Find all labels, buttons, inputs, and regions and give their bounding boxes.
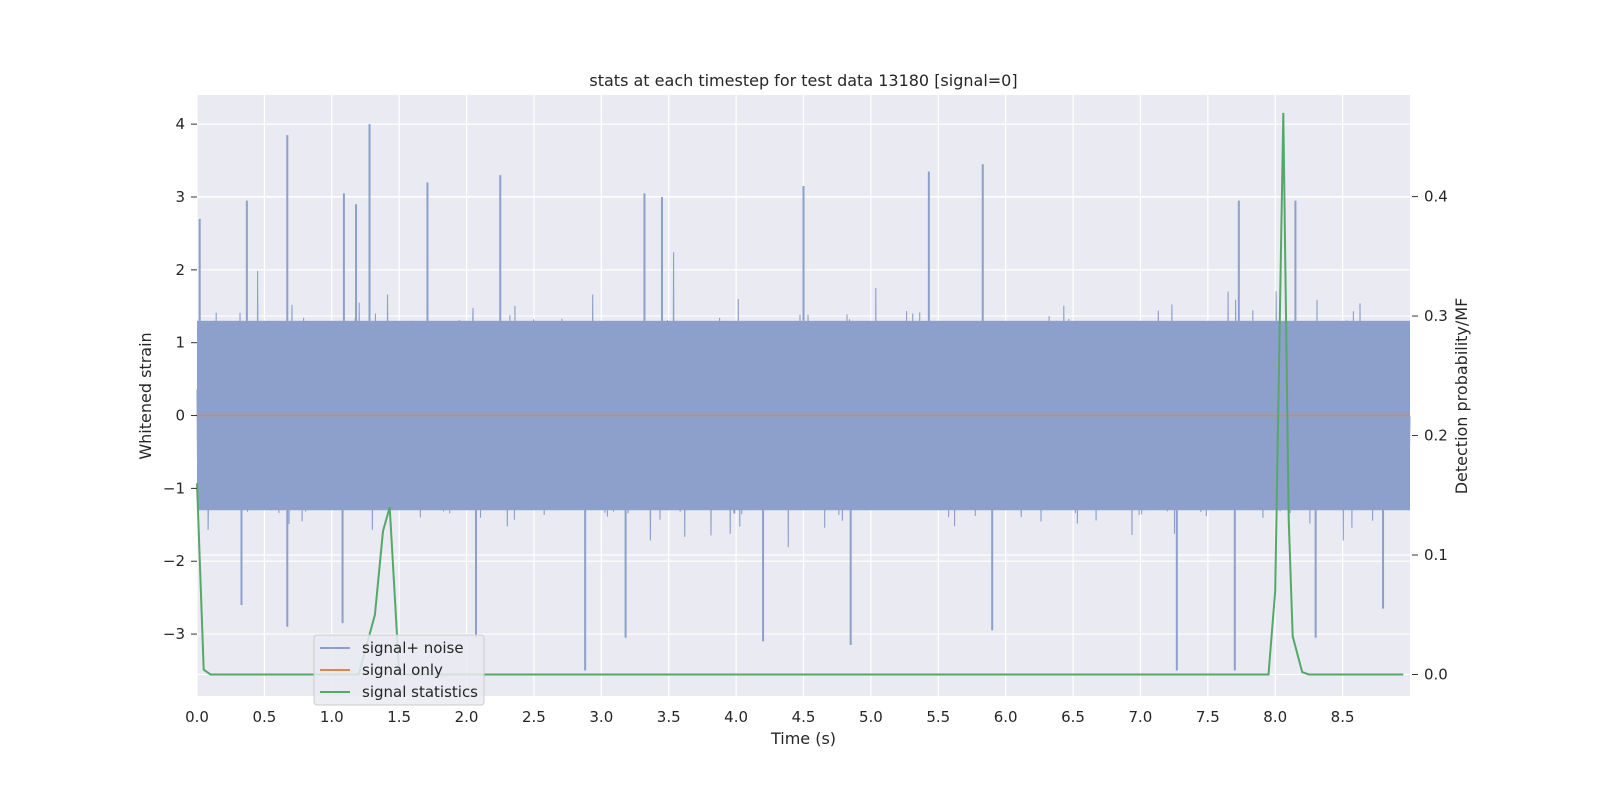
y-axis-title: Whitened strain [136,332,155,459]
y-tick-label: 4 [175,115,185,133]
legend: signal+ noise signal only signal statist… [313,634,485,706]
x-tick-label: 3.0 [589,708,613,726]
x-tick-label: 7.0 [1129,708,1153,726]
x-tick-label: 8.0 [1263,708,1287,726]
y-tick-label: −1 [163,479,185,497]
x-axis-title: Time (s) [770,729,836,748]
y2-tick-label: 0.3 [1424,307,1448,325]
x-tick-label: 7.5 [1196,708,1220,726]
y-tick-label: 0 [175,407,185,425]
y2-tick-label: 0.4 [1424,188,1448,206]
x-tick-label: 0.5 [252,708,276,726]
x-tick-label: 0.0 [185,708,209,726]
x-tick-label: 1.5 [387,708,411,726]
x-tick-label: 4.0 [724,708,748,726]
legend-label-signal-statistics: signal statistics [362,683,478,701]
legend-box [313,634,485,706]
y2-tick-label: 0.0 [1424,665,1448,683]
x-tick-label: 4.5 [792,708,816,726]
legend-label-signal-noise: signal+ noise [362,639,464,657]
y-tick-label: −2 [163,552,185,570]
y-tick-label: −3 [163,625,185,643]
chart-title: stats at each timestep for test data 131… [589,71,1017,90]
y-tick-label: 3 [175,188,185,206]
axes-ticks: 0.0 0.5 1.0 1.5 2.0 2.5 3.0 3.5 4.0 4.5 5.0 5.5 6.0 6… [163,115,1448,726]
x-tick-label: 6.5 [1061,708,1085,726]
y2-axis-title: Detection probability/MF [1452,298,1471,495]
x-tick-label: 6.0 [994,708,1018,726]
x-tick-label: 8.5 [1331,708,1355,726]
y-tick-label: 2 [175,261,185,279]
noise-trace [196,252,1411,548]
x-tick-label: 3.5 [657,708,681,726]
y2-tick-label: 0.1 [1424,546,1448,564]
x-tick-label: 1.0 [320,708,344,726]
y2-tick-label: 0.2 [1424,427,1448,445]
y-tick-label: 1 [175,334,185,352]
legend-label-signal-only: signal only [362,661,443,679]
x-tick-label: 2.5 [522,708,546,726]
x-tick-label: 2.0 [455,708,479,726]
x-tick-label: 5.0 [859,708,883,726]
x-tick-label: 5.5 [926,708,950,726]
